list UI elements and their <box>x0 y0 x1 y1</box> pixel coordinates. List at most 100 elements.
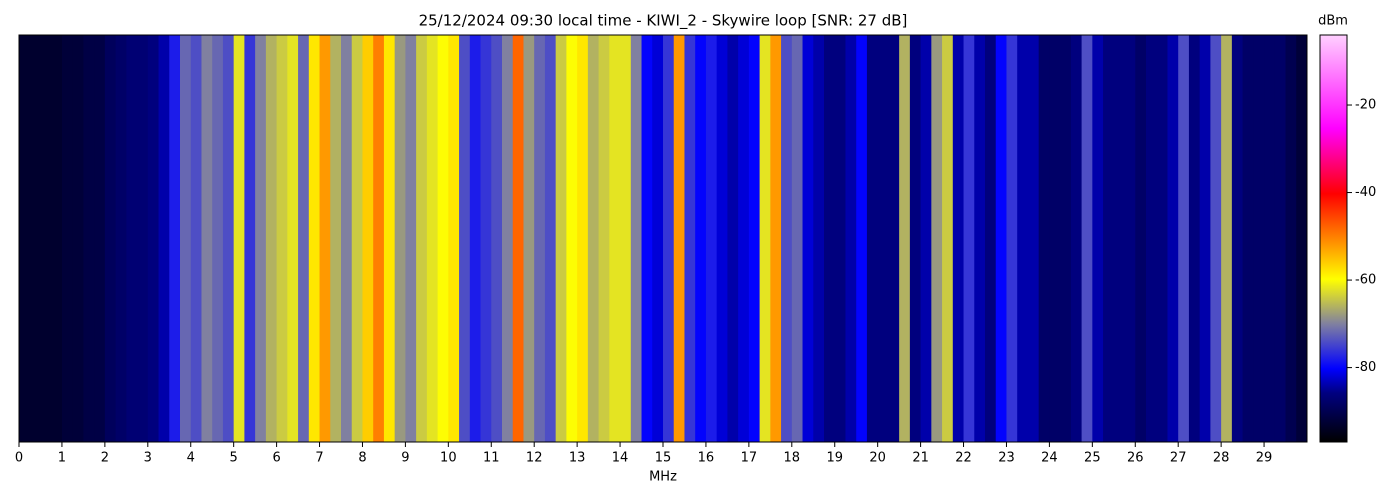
heatmap-cell <box>437 35 449 442</box>
x-tick-label: 2 <box>101 451 109 466</box>
heatmap-cell <box>1060 35 1072 442</box>
heatmap-cell <box>1210 35 1222 442</box>
heatmap-cell <box>491 35 503 442</box>
heatmap-cell <box>1156 35 1168 442</box>
colorbar-tick-label: -40 <box>1355 185 1376 200</box>
x-tick-label: 13 <box>569 451 586 466</box>
x-tick-label: 5 <box>230 451 238 466</box>
heatmap-cell <box>705 35 718 442</box>
heatmap-cell <box>802 35 814 442</box>
heatmap-cell <box>663 35 675 442</box>
heatmap-cell <box>824 35 836 442</box>
heatmap-cell <box>169 35 181 442</box>
heatmap-cell <box>974 35 986 442</box>
heatmap-cell <box>641 35 653 442</box>
x-tick-label: 1 <box>58 451 66 466</box>
heatmap-cell <box>351 35 363 442</box>
x-tick-label: 0 <box>15 451 23 466</box>
heatmap-cell <box>72 35 84 442</box>
x-tick-label: 12 <box>526 451 543 466</box>
heatmap-cell <box>201 35 213 442</box>
heatmap-cell <box>985 35 997 442</box>
heatmap-cell <box>1285 35 1297 442</box>
x-tick-label: 19 <box>826 451 843 466</box>
heatmap-cell <box>877 35 889 442</box>
heatmap-cell <box>405 35 417 442</box>
heatmap-cell <box>244 35 256 442</box>
heatmap-cell <box>40 35 52 442</box>
heatmap-cell <box>673 35 685 442</box>
heatmap-cell <box>759 35 771 442</box>
heatmap-cell <box>1049 35 1061 442</box>
x-tick-label: 15 <box>655 451 672 466</box>
heatmap-cell <box>544 35 557 442</box>
heatmap-cell <box>813 35 825 442</box>
x-tick-label: 16 <box>698 451 715 466</box>
heatmap-cell <box>845 35 857 442</box>
heatmap-cell <box>308 35 321 442</box>
heatmap-cell <box>330 35 342 442</box>
heatmap-cell <box>695 35 707 442</box>
heatmap-cell <box>319 35 331 442</box>
colorbar-tick-label: -80 <box>1355 360 1376 375</box>
heatmap-cell <box>19 35 31 442</box>
heatmap-cell <box>716 35 728 442</box>
heatmap-cell <box>459 35 471 442</box>
x-tick-label: 20 <box>869 451 886 466</box>
x-tick-label: 4 <box>187 451 195 466</box>
heatmap-cell <box>920 35 932 442</box>
heatmap-cell <box>83 35 95 442</box>
heatmap-cell <box>748 35 761 442</box>
heatmap-cell <box>341 35 353 442</box>
x-tick-label: 7 <box>315 451 323 466</box>
heatmap-cell <box>1146 35 1158 442</box>
heatmap-cell <box>147 35 160 442</box>
heatmap-cell <box>383 35 396 442</box>
heatmap-cell <box>1296 35 1308 442</box>
heatmap-cell <box>1124 35 1136 442</box>
x-tick-label: 25 <box>1084 451 1101 466</box>
colorbar-tick-label: -20 <box>1355 98 1376 113</box>
heatmap-cell <box>126 35 138 442</box>
heatmap-cell <box>963 35 975 442</box>
colorbar-tick-label: -60 <box>1355 273 1376 288</box>
heatmap-cell <box>1092 35 1104 442</box>
heatmap-cell <box>180 35 192 442</box>
heatmap-cell <box>899 35 911 442</box>
heatmap-cell <box>255 35 267 442</box>
x-tick-label: 29 <box>1256 451 1273 466</box>
heatmap-cell <box>373 35 385 442</box>
heatmap-cell <box>781 35 793 442</box>
heatmap-cell <box>834 35 846 442</box>
x-tick-label: 26 <box>1127 451 1144 466</box>
x-tick-label: 9 <box>401 451 409 466</box>
heatmap-cell <box>523 35 535 442</box>
x-tick-label: 24 <box>1041 451 1058 466</box>
heatmap-cell <box>212 35 224 442</box>
heatmap-cell <box>51 35 63 442</box>
heatmap-cell <box>1017 35 1029 442</box>
heatmap-cell <box>233 35 245 442</box>
heatmap-cell <box>534 35 546 442</box>
heatmap-cell <box>856 35 868 442</box>
x-tick-label: 3 <box>144 451 152 466</box>
colorbar <box>1319 34 1348 443</box>
heatmap-cell <box>1199 35 1211 442</box>
heatmap-cell <box>727 35 739 442</box>
heatmap-cell <box>115 35 127 442</box>
x-tick-label: 22 <box>955 451 972 466</box>
heatmap-cell <box>888 35 900 442</box>
heatmap-cell <box>1167 35 1179 442</box>
heatmap-cell <box>362 35 374 442</box>
heatmap-cell <box>1113 35 1126 442</box>
heatmap-cell <box>502 35 514 442</box>
x-tick-label: 28 <box>1213 451 1230 466</box>
heatmap-cell <box>630 35 643 442</box>
heatmap-cell <box>931 35 943 442</box>
heatmap-cell <box>995 35 1007 442</box>
heatmap-cell <box>1221 35 1233 442</box>
heatmap-cell <box>158 35 170 442</box>
heatmap-cell <box>29 35 41 442</box>
heatmap-cell <box>866 35 879 442</box>
